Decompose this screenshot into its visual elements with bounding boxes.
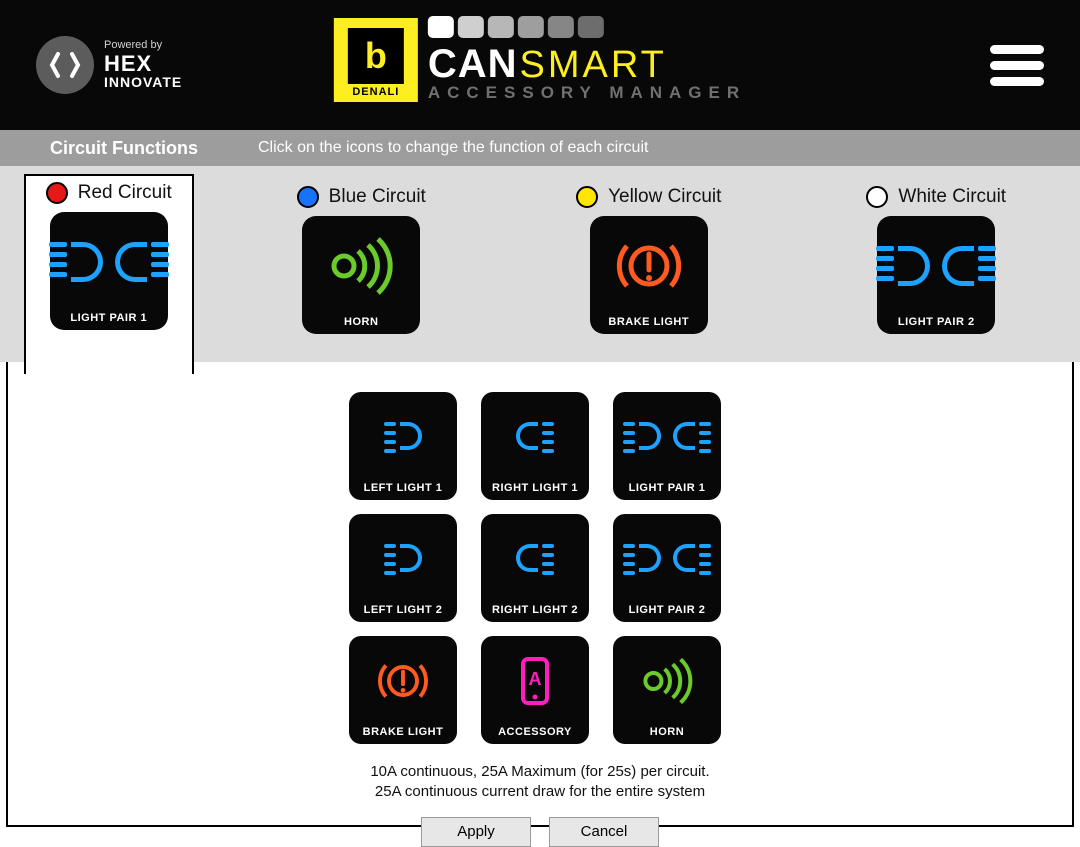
option-label: ACCESSORY xyxy=(498,726,572,738)
option-right-light-1[interactable]: RIGHT LIGHT 1 xyxy=(481,392,589,500)
hex-icon xyxy=(36,36,94,94)
circuit-function-tile[interactable]: HORN xyxy=(302,216,420,334)
option-right-light-2[interactable]: RIGHT LIGHT 2 xyxy=(481,514,589,622)
circuit-tab-red-circuit[interactable]: Red Circuit LIGHT PAIR 1 xyxy=(24,174,194,374)
hex-label: HEX xyxy=(104,52,182,75)
circuit-swatch xyxy=(576,186,598,208)
circuit-tab-yellow-circuit[interactable]: Yellow Circuit BRAKE LIGHT xyxy=(529,180,769,346)
hex-innovate-logo: Powered by HEX INNOVATE xyxy=(36,36,182,94)
svg-text:A: A xyxy=(529,669,542,689)
circuit-function-tile[interactable]: BRAKE LIGHT xyxy=(590,216,708,334)
logo-dots xyxy=(428,16,746,38)
function-label: HORN xyxy=(344,316,378,328)
denali-badge: b DENALI xyxy=(334,18,418,102)
menu-icon[interactable] xyxy=(990,45,1044,86)
horn-icon xyxy=(613,636,721,726)
option-label: LIGHT PAIR 2 xyxy=(629,604,706,616)
function-grid: LEFT LIGHT 1 RIGHT LIGHT 1 LIGHT PAIR 1 … xyxy=(8,392,1072,744)
circuit-function-tile[interactable]: LIGHT PAIR 2 xyxy=(877,216,995,334)
option-light-pair-1[interactable]: LIGHT PAIR 1 xyxy=(613,392,721,500)
option-left-light-1[interactable]: LEFT LIGHT 1 xyxy=(349,392,457,500)
app-header: Powered by HEX INNOVATE b DENALI xyxy=(0,0,1080,130)
footer-text: 10A continuous, 25A Maximum (for 25s) pe… xyxy=(8,762,1072,803)
left-light-icon xyxy=(349,392,457,482)
right-light-icon xyxy=(481,514,589,604)
option-label: RIGHT LIGHT 2 xyxy=(492,604,578,616)
option-horn[interactable]: HORN xyxy=(613,636,721,744)
right-light-icon xyxy=(481,392,589,482)
function-label: LIGHT PAIR 1 xyxy=(70,312,147,324)
circuit-name: Yellow Circuit xyxy=(608,186,721,208)
circuit-name: Blue Circuit xyxy=(329,186,426,208)
circuit-swatch xyxy=(866,186,888,208)
option-light-pair-2[interactable]: LIGHT PAIR 2 xyxy=(613,514,721,622)
light-pair-icon xyxy=(877,216,995,316)
circuit-tab-white-circuit[interactable]: White Circuit LIGHT PAIR 2 xyxy=(816,180,1056,346)
circuit-tab-blue-circuit[interactable]: Blue Circuit HORN xyxy=(241,180,481,346)
horn-icon xyxy=(302,216,420,316)
left-light-icon xyxy=(349,514,457,604)
subheader: Circuit Functions Click on the icons to … xyxy=(0,130,1080,166)
option-accessory[interactable]: A ACCESSORY xyxy=(481,636,589,744)
accessory-icon: A xyxy=(481,636,589,726)
accessory-manager-label: ACCESSORY MANAGER xyxy=(428,83,746,103)
function-label: LIGHT PAIR 2 xyxy=(898,316,975,328)
circuit-tabs: Red Circuit LIGHT PAIR 1 Blue Circuit HO… xyxy=(0,166,1080,362)
option-left-light-2[interactable]: LEFT LIGHT 2 xyxy=(349,514,457,622)
brake-icon xyxy=(349,636,457,726)
cansmart-logo: b DENALI CANSMART ACCESSORY MANAGER xyxy=(334,16,746,103)
section-title: Circuit Functions xyxy=(50,138,198,159)
cancel-button[interactable]: Cancel xyxy=(549,817,659,847)
brake-icon xyxy=(590,216,708,316)
function-label: BRAKE LIGHT xyxy=(608,316,689,328)
option-label: RIGHT LIGHT 1 xyxy=(492,482,578,494)
apply-button[interactable]: Apply xyxy=(421,817,531,847)
function-panel: LEFT LIGHT 1 RIGHT LIGHT 1 LIGHT PAIR 1 … xyxy=(6,362,1074,827)
circuit-swatch xyxy=(46,182,68,204)
innovate-label: INNOVATE xyxy=(104,75,182,90)
circuit-name: Red Circuit xyxy=(78,182,172,204)
circuit-swatch xyxy=(297,186,319,208)
circuit-function-tile[interactable]: LIGHT PAIR 1 xyxy=(50,212,168,330)
option-label: HORN xyxy=(650,726,684,738)
circuit-name: White Circuit xyxy=(898,186,1006,208)
can-label: CAN xyxy=(428,42,518,87)
option-label: LEFT LIGHT 1 xyxy=(364,482,443,494)
option-label: LIGHT PAIR 1 xyxy=(629,482,706,494)
section-hint: Click on the icons to change the functio… xyxy=(258,139,648,157)
option-brake-light[interactable]: BRAKE LIGHT xyxy=(349,636,457,744)
light-pair-icon xyxy=(50,212,168,312)
light-pair-icon xyxy=(613,514,721,604)
option-label: LEFT LIGHT 2 xyxy=(364,604,443,616)
option-label: BRAKE LIGHT xyxy=(363,726,444,738)
smart-label: SMART xyxy=(520,44,667,87)
light-pair-icon xyxy=(613,392,721,482)
